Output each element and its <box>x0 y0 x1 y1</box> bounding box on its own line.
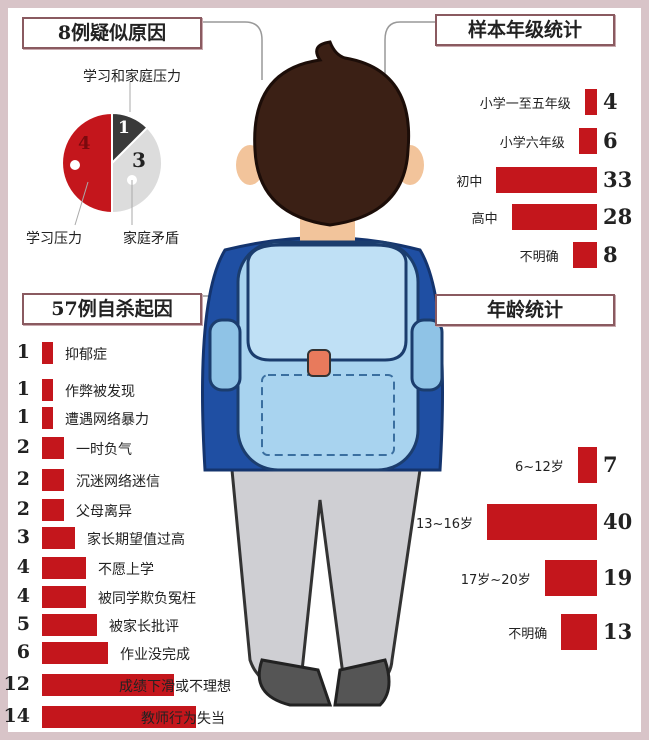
leader-line <box>74 181 89 226</box>
backpack-side-pocket <box>208 318 242 392</box>
cause-bar <box>42 469 64 491</box>
cause-bar <box>42 557 86 579</box>
connector-line <box>384 21 435 80</box>
cause-bar <box>42 674 174 696</box>
connector-line <box>202 21 263 80</box>
age-label: 不明确 <box>508 627 548 642</box>
cause-label: 抑郁症 <box>65 347 107 363</box>
pie-value: 4 <box>78 133 91 154</box>
grade-value: 8 <box>603 242 618 267</box>
title-grade-stats: 样本年级统计 <box>435 14 615 46</box>
pie-value: 1 <box>118 118 130 138</box>
pie-slice <box>111 126 163 215</box>
age-label: 17岁~20岁 <box>460 573 531 588</box>
grade-value: 33 <box>603 167 633 192</box>
pie-label: 家庭矛盾 <box>123 231 179 247</box>
age-label: 6~12岁 <box>515 460 564 475</box>
cause-bar <box>42 407 53 429</box>
pie-slice <box>61 111 113 215</box>
cause-bar <box>42 342 53 364</box>
grade-label: 初中 <box>456 175 483 190</box>
title-age-stats: 年龄统计 <box>435 294 615 326</box>
cause-value: 5 <box>16 613 30 635</box>
cause-label: 遭遇网络暴力 <box>65 412 149 428</box>
title-suspected-causes: 8例疑似原因 <box>22 17 202 49</box>
cause-value: 6 <box>16 641 30 663</box>
age-label: 13~16岁 <box>416 517 473 532</box>
cause-value: 2 <box>16 436 30 458</box>
grade-value: 4 <box>603 89 618 114</box>
cause-value: 3 <box>16 526 30 548</box>
cause-label: 教师行为失当 <box>141 711 225 727</box>
age-value: 19 <box>603 565 633 590</box>
pants <box>230 468 422 692</box>
cause-value: 14 <box>3 705 30 727</box>
cause-value: 2 <box>16 498 30 520</box>
grade-value: 28 <box>603 204 633 229</box>
cause-value: 1 <box>16 378 30 400</box>
cause-bar <box>42 527 75 549</box>
pie-label: 学习压力 <box>26 231 82 247</box>
title-suicide-causes: 57例自杀起因 <box>22 293 202 325</box>
cause-bar <box>42 642 108 664</box>
grade-label: 小学六年级 <box>499 136 565 151</box>
cause-label: 父母离异 <box>76 504 132 520</box>
age-bar <box>577 447 597 483</box>
cause-value: 2 <box>16 468 30 490</box>
cause-label: 不愿上学 <box>98 562 154 578</box>
cause-bar <box>42 614 97 636</box>
age-bar <box>487 504 597 540</box>
pie-chart <box>61 107 163 215</box>
grade-bar <box>572 242 597 268</box>
age-bar <box>561 614 597 650</box>
grade-label: 不明确 <box>519 250 559 265</box>
age-value: 13 <box>603 619 633 644</box>
cause-label: 作业没完成 <box>120 647 190 663</box>
cause-bar <box>42 499 64 521</box>
grade-bar <box>496 167 597 193</box>
backpack-flap <box>246 243 408 362</box>
cause-label: 成绩下滑或不理想 <box>119 679 231 695</box>
grade-bar <box>511 204 597 230</box>
pie-dot <box>70 160 80 170</box>
infographic: 8例疑似原因 样本年级统计 57例自杀起因 年龄统计 学习和家庭压力 学习压力 … <box>4 8 641 732</box>
grade-bar <box>584 89 597 115</box>
cause-bar <box>42 437 64 459</box>
pie-label: 学习和家庭压力 <box>83 69 181 85</box>
backpack-buckle <box>307 349 331 377</box>
cause-label: 被家长批评 <box>109 619 179 635</box>
grade-label: 高中 <box>471 212 498 227</box>
cause-label: 沉迷网络迷信 <box>76 474 160 490</box>
shoe <box>257 658 333 707</box>
cause-value: 4 <box>16 556 30 578</box>
cause-value: 12 <box>3 673 30 695</box>
backpack-side-pocket <box>410 318 444 392</box>
cause-label: 一时负气 <box>76 442 132 458</box>
cause-value: 4 <box>16 585 30 607</box>
cause-value: 1 <box>16 341 30 363</box>
cause-label: 家长期望值过高 <box>87 532 185 548</box>
age-value: 40 <box>603 509 633 534</box>
cause-label: 作弊被发现 <box>65 384 135 400</box>
grade-bar <box>578 128 597 154</box>
age-bar <box>544 560 597 596</box>
cause-label: 被同学欺负冤枉 <box>98 591 196 607</box>
cause-bar <box>42 586 86 608</box>
cause-bar <box>42 706 196 728</box>
boy-illustration <box>61 21 444 707</box>
cause-bar <box>42 379 53 401</box>
grade-value: 6 <box>603 128 618 153</box>
pie-value: 3 <box>132 148 146 172</box>
shoe <box>333 658 391 707</box>
age-value: 7 <box>603 452 618 477</box>
cause-value: 1 <box>16 406 30 428</box>
hair <box>253 40 411 227</box>
grade-label: 小学一至五年级 <box>479 97 571 112</box>
